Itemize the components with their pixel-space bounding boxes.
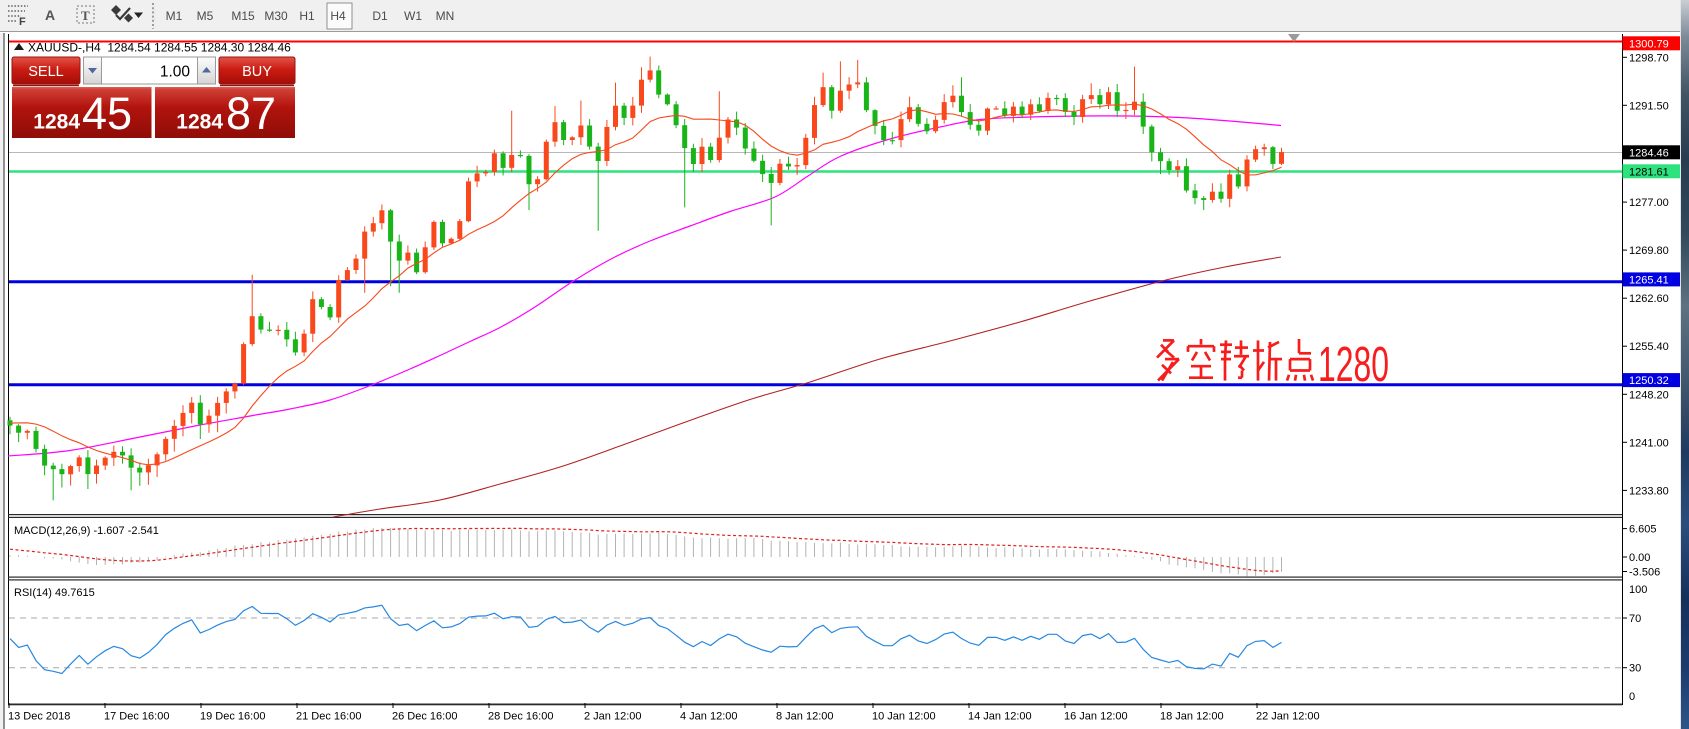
svg-text:45: 45 bbox=[82, 88, 132, 139]
svg-text:16 Jan 12:00: 16 Jan 12:00 bbox=[1064, 711, 1128, 723]
svg-text:1284: 1284 bbox=[33, 111, 80, 134]
svg-text:1250.32: 1250.32 bbox=[1629, 375, 1669, 387]
svg-text:W1: W1 bbox=[404, 9, 422, 23]
svg-text:H1: H1 bbox=[299, 9, 315, 23]
svg-text:D1: D1 bbox=[372, 9, 388, 23]
svg-text:100: 100 bbox=[1629, 584, 1647, 596]
svg-text:SELL: SELL bbox=[28, 64, 63, 80]
svg-text:4 Jan 12:00: 4 Jan 12:00 bbox=[680, 711, 738, 723]
svg-text:M30: M30 bbox=[264, 9, 288, 23]
svg-text:19 Dec 16:00: 19 Dec 16:00 bbox=[200, 711, 265, 723]
svg-text:-3.506: -3.506 bbox=[1629, 567, 1660, 579]
svg-text:1284: 1284 bbox=[176, 111, 223, 134]
svg-text:1241.00: 1241.00 bbox=[1629, 437, 1669, 449]
svg-text:1248.20: 1248.20 bbox=[1629, 389, 1669, 401]
svg-text:1300.79: 1300.79 bbox=[1629, 38, 1669, 50]
svg-text:A: A bbox=[45, 7, 55, 23]
svg-text:1291.50: 1291.50 bbox=[1629, 100, 1669, 112]
svg-text:87: 87 bbox=[226, 88, 276, 139]
svg-text:M5: M5 bbox=[197, 9, 214, 23]
svg-text:H4: H4 bbox=[330, 9, 346, 23]
svg-text:F: F bbox=[19, 16, 26, 28]
svg-text:MACD(12,26,9) -1.607 -2.541: MACD(12,26,9) -1.607 -2.541 bbox=[14, 525, 159, 537]
svg-text:1280: 1280 bbox=[1318, 338, 1389, 392]
svg-text:17 Dec 16:00: 17 Dec 16:00 bbox=[104, 711, 169, 723]
svg-text:M15: M15 bbox=[231, 9, 255, 23]
svg-text:RSI(14) 49.7615: RSI(14) 49.7615 bbox=[14, 587, 95, 599]
svg-text:1255.40: 1255.40 bbox=[1629, 341, 1669, 353]
svg-text:1298.70: 1298.70 bbox=[1629, 52, 1669, 64]
svg-text:1262.60: 1262.60 bbox=[1629, 293, 1669, 305]
svg-text:M1: M1 bbox=[166, 9, 183, 23]
svg-text:1265.41: 1265.41 bbox=[1629, 274, 1669, 286]
svg-text:0.00: 0.00 bbox=[1629, 552, 1650, 564]
svg-text:13 Dec 2018: 13 Dec 2018 bbox=[8, 711, 70, 723]
svg-text:2 Jan 12:00: 2 Jan 12:00 bbox=[584, 711, 642, 723]
svg-text:8 Jan 12:00: 8 Jan 12:00 bbox=[776, 711, 834, 723]
svg-text:1284.46: 1284.46 bbox=[1629, 147, 1669, 159]
svg-text:1.00: 1.00 bbox=[160, 64, 191, 81]
svg-text:BUY: BUY bbox=[242, 64, 272, 80]
svg-text:1277.00: 1277.00 bbox=[1629, 197, 1669, 209]
svg-text:6.605: 6.605 bbox=[1629, 524, 1657, 536]
svg-text:0: 0 bbox=[1629, 691, 1635, 703]
svg-text:MN: MN bbox=[436, 9, 455, 23]
svg-text:T: T bbox=[81, 8, 90, 23]
svg-text:22 Jan 12:00: 22 Jan 12:00 bbox=[1256, 711, 1320, 723]
svg-text:28 Dec 16:00: 28 Dec 16:00 bbox=[488, 711, 553, 723]
svg-text:1233.80: 1233.80 bbox=[1629, 485, 1669, 497]
svg-text:18 Jan 12:00: 18 Jan 12:00 bbox=[1160, 711, 1224, 723]
svg-text:1269.80: 1269.80 bbox=[1629, 245, 1669, 257]
svg-text:21 Dec 16:00: 21 Dec 16:00 bbox=[296, 711, 361, 723]
svg-text:70: 70 bbox=[1629, 613, 1641, 625]
svg-text:1281.61: 1281.61 bbox=[1629, 166, 1669, 178]
svg-text:14 Jan 12:00: 14 Jan 12:00 bbox=[968, 711, 1032, 723]
svg-text:XAUUSD-,H4 1284.54 1284.55 12: XAUUSD-,H4 1284.54 1284.55 1284.30 1284.… bbox=[28, 41, 291, 55]
svg-text:30: 30 bbox=[1629, 663, 1641, 675]
svg-text:26 Dec 16:00: 26 Dec 16:00 bbox=[392, 711, 457, 723]
svg-text:10 Jan 12:00: 10 Jan 12:00 bbox=[872, 711, 936, 723]
